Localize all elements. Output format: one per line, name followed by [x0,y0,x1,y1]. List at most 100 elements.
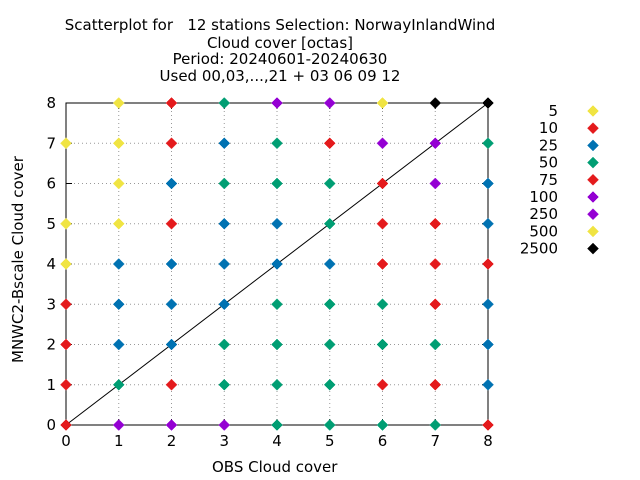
data-point-series-100 [429,137,442,150]
legend-marker [587,156,599,169]
legend-label: 75 [539,171,558,189]
data-point-series-50 [429,338,442,351]
legend-label: 2500 [520,240,558,258]
data-point-series-50 [218,177,231,190]
y-tick-label: 5 [46,215,56,233]
data-point-series-100 [429,177,442,190]
y-tick-label: 4 [46,255,56,273]
data-point-series-25 [165,298,178,311]
data-point-series-25 [482,378,494,391]
data-point-series-5 [60,137,72,150]
data-point-series-10 [376,217,389,230]
chart-title-line-3: Period: 20240601-20240630 [172,50,388,68]
x-axis-label: OBS Cloud cover [212,458,338,476]
legend-marker [587,242,599,255]
legend-marker [587,122,599,135]
data-point-series-100 [218,419,231,431]
data-point-series-50 [271,177,283,190]
x-tick-label: 0 [61,432,71,450]
y-tick-label: 6 [46,175,56,193]
chart-title-line-2: Cloud cover [octas] [206,34,354,52]
legend-marker [587,105,599,117]
data-point-series-50 [323,177,336,190]
x-tick-label: 2 [167,432,177,450]
data-point-series-75 [482,419,494,431]
legend-label: 250 [529,205,558,223]
data-point-series-25 [482,298,494,311]
data-point-series-10 [429,258,442,270]
data-point-series-50 [323,338,336,351]
data-point-series-25 [165,258,178,270]
data-point-series-50 [218,97,231,109]
data-point-series-100 [271,97,283,109]
legend-label: 25 [539,136,558,154]
data-point-series-25 [271,217,283,230]
chart-title-line-4: Used 00,03,...,21 + 03 06 09 12 [159,67,401,85]
data-point-series-5 [112,97,125,109]
data-point-series-2500 [429,97,442,109]
y-tick-label: 7 [46,134,56,152]
legend-marker [587,139,599,152]
data-point-series-50 [323,378,336,391]
legend-label: 100 [529,188,558,206]
data-point-series-10 [429,378,442,391]
legend-marker [587,191,599,203]
data-point-series-10 [429,298,442,311]
data-point-series-5 [60,258,72,270]
data-point-series-50 [376,298,389,311]
data-point-series-25 [112,338,125,351]
data-point-series-50 [482,137,494,150]
data-point-series-25 [165,338,178,351]
data-point-series-50 [323,419,336,431]
data-point-series-25 [112,258,125,270]
data-point-series-10 [165,378,178,391]
legend-label: 50 [539,154,558,172]
data-point-series-10 [323,137,336,150]
data-point-series-10 [482,258,494,270]
data-point-series-50 [271,378,283,391]
x-tick-label: 5 [325,432,335,450]
y-tick-label: 3 [46,295,56,313]
data-point-series-5 [60,217,72,230]
data-point-series-50 [271,338,283,351]
y-tick-label: 0 [46,416,56,434]
data-point-series-5 [112,137,125,150]
data-point-series-25 [482,177,494,190]
legend-label: 5 [548,102,558,120]
data-point-series-50 [218,378,231,391]
data-point-series-10 [60,298,72,311]
legend-label: 10 [539,119,558,137]
data-point-series-100 [112,419,125,431]
data-point-series-10 [60,378,72,391]
data-point-series-10 [376,258,389,270]
x-tick-label: 6 [378,432,388,450]
data-point-series-10 [429,217,442,230]
x-tick-label: 7 [430,432,440,450]
data-point-series-100 [323,97,336,109]
data-point-series-75 [60,419,72,431]
data-point-series-10 [60,338,72,351]
data-point-series-25 [323,258,336,270]
data-point-series-50 [323,217,336,230]
data-point-series-50 [112,378,125,391]
data-point-series-25 [218,298,231,311]
data-point-series-10 [165,97,178,109]
data-point-series-5 [112,177,125,190]
data-point-series-50 [376,419,389,431]
data-point-series-25 [218,137,231,150]
legend-marker [587,208,599,221]
data-point-series-10 [165,217,178,230]
data-point-series-50 [271,419,283,431]
x-tick-label: 3 [219,432,229,450]
legend-label: 500 [529,222,558,240]
y-tick-label: 8 [46,94,56,112]
x-tick-label: 1 [114,432,124,450]
legend-marker [587,173,599,186]
data-point-series-50 [376,338,389,351]
chart-title-line-1: Scatterplot for 12 stations Selection: N… [64,16,496,34]
data-point-series-75 [376,177,389,190]
data-point-series-25 [482,338,494,351]
data-point-series-25 [482,217,494,230]
data-point-series-25 [218,217,231,230]
